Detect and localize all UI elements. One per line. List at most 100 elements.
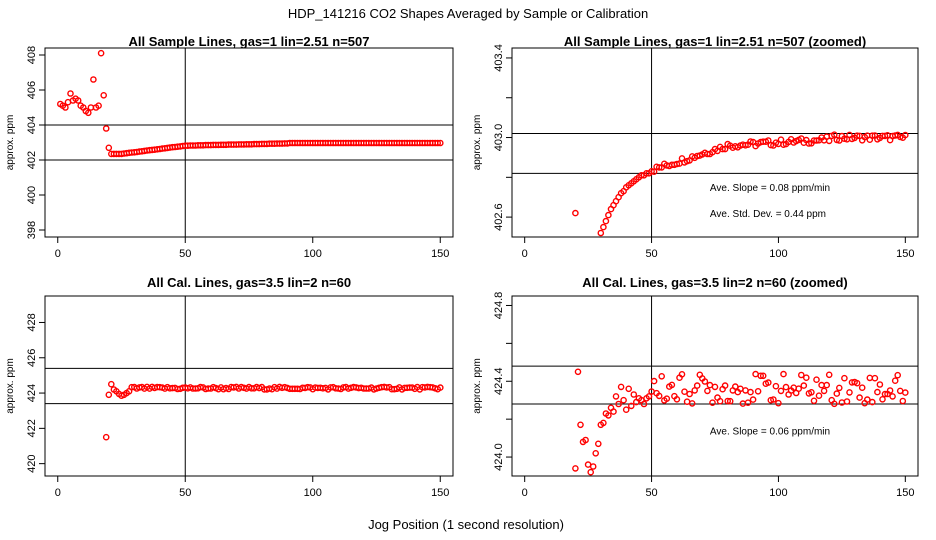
panel-title: All Cal. Lines, gas=3.5 lin=2 n=60 (zoom… bbox=[582, 275, 848, 290]
data-points bbox=[572, 131, 909, 243]
data-point bbox=[770, 396, 777, 403]
x-tick-label: 100 bbox=[769, 248, 787, 260]
y-tick-label: 424.4 bbox=[493, 367, 505, 395]
data-point bbox=[856, 394, 863, 401]
data-point bbox=[105, 144, 113, 152]
data-point bbox=[628, 402, 635, 410]
data-point bbox=[775, 399, 782, 407]
data-point bbox=[74, 97, 82, 104]
y-tick-label: 400 bbox=[26, 186, 38, 204]
x-tick-label: 100 bbox=[769, 487, 787, 499]
data-point bbox=[726, 397, 734, 405]
data-point bbox=[108, 380, 115, 388]
data-point bbox=[589, 463, 597, 470]
data-point bbox=[612, 393, 620, 400]
data-point bbox=[85, 109, 92, 117]
data-point bbox=[759, 372, 767, 380]
data-point bbox=[688, 400, 696, 407]
y-tick-label: 422 bbox=[26, 419, 38, 437]
data-point bbox=[668, 381, 676, 389]
data-point bbox=[681, 388, 688, 396]
data-point bbox=[617, 383, 625, 391]
x-tick-label: 100 bbox=[304, 487, 322, 499]
data-point bbox=[648, 167, 655, 175]
data-point bbox=[640, 400, 648, 408]
x-tick-label: 0 bbox=[522, 248, 528, 260]
y-tick-label: 404 bbox=[26, 116, 38, 134]
y-axis-label: approx. ppm bbox=[5, 115, 16, 171]
data-point bbox=[650, 377, 658, 385]
y-tick-label: 402 bbox=[26, 151, 38, 169]
data-point bbox=[596, 238, 601, 243]
y-tick-label: 403.4 bbox=[493, 44, 505, 72]
data-point bbox=[605, 412, 612, 419]
data-point bbox=[673, 160, 681, 168]
data-point bbox=[97, 49, 105, 57]
y-tick-label: 406 bbox=[26, 81, 38, 99]
y-tick-label: 402.6 bbox=[493, 203, 505, 231]
data-point bbox=[102, 433, 110, 441]
data-point bbox=[719, 145, 726, 153]
y-tick-label: 398 bbox=[26, 221, 38, 239]
data-point bbox=[90, 76, 97, 83]
y-tick-label: 428 bbox=[26, 313, 38, 331]
data-point bbox=[597, 229, 605, 237]
data-point bbox=[600, 223, 607, 231]
data-point bbox=[831, 400, 838, 408]
data-point bbox=[721, 382, 729, 389]
data-point bbox=[595, 440, 602, 448]
data-point bbox=[902, 131, 909, 139]
data-point bbox=[886, 387, 894, 394]
data-point bbox=[686, 390, 693, 398]
data-point bbox=[615, 400, 622, 408]
x-tick-label: 50 bbox=[645, 487, 657, 499]
data-point bbox=[673, 395, 681, 403]
data-point bbox=[825, 371, 833, 379]
data-point bbox=[833, 390, 841, 397]
data-point bbox=[815, 392, 823, 400]
y-tick-label: 424.8 bbox=[493, 292, 505, 320]
data-point bbox=[831, 131, 838, 138]
panel-1: All Sample Lines, gas=1 lin=2.51 n=507 0 5… bbox=[5, 34, 454, 260]
data-point bbox=[100, 92, 107, 99]
plot-frame bbox=[511, 47, 919, 238]
data-point bbox=[749, 396, 757, 403]
x-tick-label: 50 bbox=[645, 248, 657, 260]
data-point bbox=[620, 396, 627, 404]
y-tick-label: 424 bbox=[26, 384, 38, 402]
data-point bbox=[572, 209, 579, 217]
data-point bbox=[841, 374, 848, 382]
data-point bbox=[825, 137, 833, 145]
data-point bbox=[820, 387, 828, 395]
data-point bbox=[780, 370, 787, 378]
data-point bbox=[876, 381, 884, 388]
data-point bbox=[782, 383, 790, 391]
data-point bbox=[630, 391, 638, 398]
data-point bbox=[894, 371, 902, 379]
data-point bbox=[572, 465, 579, 472]
data-point bbox=[810, 397, 818, 405]
data-point bbox=[610, 408, 617, 415]
x-tick-label: 0 bbox=[55, 248, 61, 260]
x-tick-label: 100 bbox=[304, 248, 322, 260]
data-point bbox=[436, 139, 444, 147]
data-point bbox=[843, 398, 851, 405]
data-point bbox=[767, 141, 775, 149]
y-tick-label: 426 bbox=[26, 349, 38, 367]
data-point bbox=[899, 397, 907, 405]
data-point bbox=[881, 390, 889, 398]
data-point bbox=[721, 145, 729, 153]
data-point bbox=[701, 378, 709, 385]
data-point bbox=[622, 406, 630, 414]
data-point bbox=[105, 391, 113, 399]
data-point bbox=[663, 395, 671, 403]
data-point bbox=[808, 388, 815, 396]
shared-x-axis-title: Jog Position (1 second resolution) bbox=[368, 517, 564, 532]
data-point bbox=[655, 392, 663, 400]
data-point bbox=[436, 384, 444, 391]
data-point bbox=[858, 384, 866, 392]
data-point bbox=[813, 137, 820, 144]
data-point bbox=[102, 125, 110, 132]
data-point bbox=[879, 395, 886, 403]
data-point bbox=[805, 140, 813, 147]
